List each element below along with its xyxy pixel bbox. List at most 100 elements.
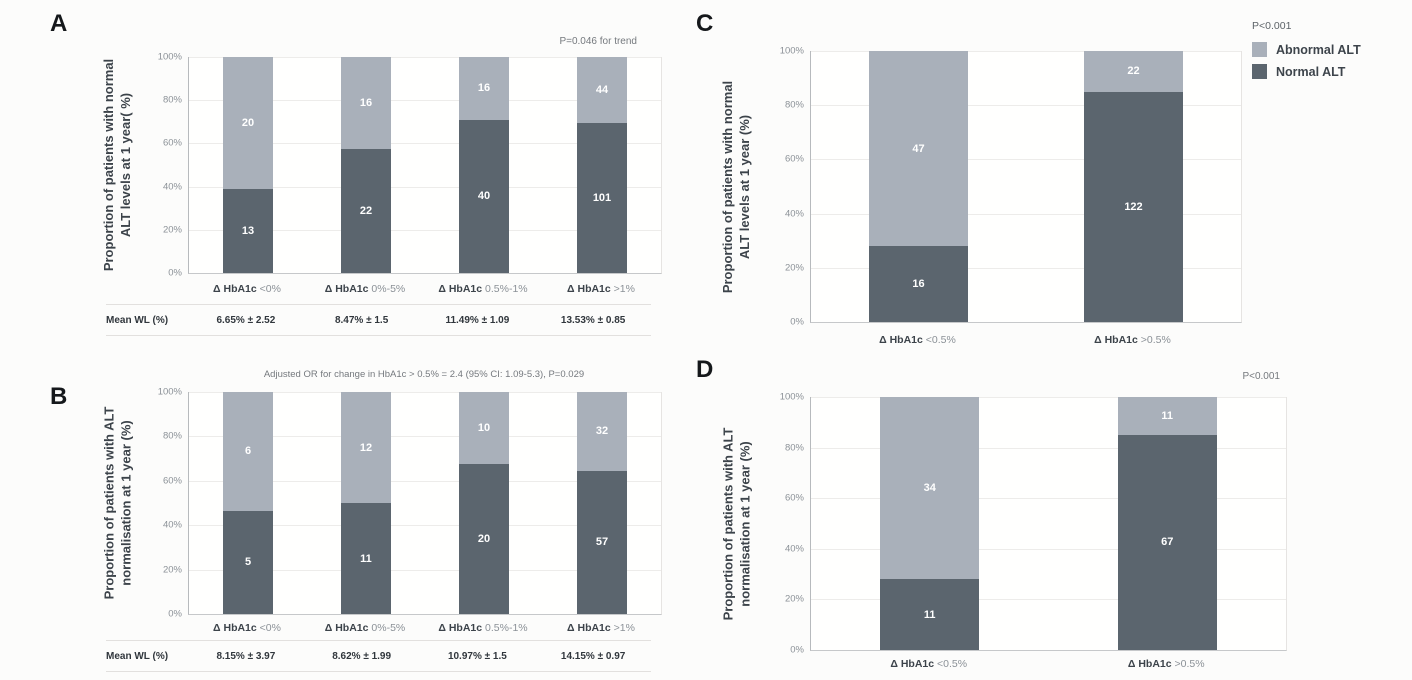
category-label: Δ HbA1c >1% xyxy=(567,622,635,634)
segment-value: 44 xyxy=(595,83,609,96)
panel-b-plot: 100% 80% 60% 40% 20% 0% 6 5 12 11 10 20 … xyxy=(158,387,662,620)
panel-a-ylabel-line2: ALT levels at 1 year( %) xyxy=(118,92,133,238)
normal-alt-segment: 20 xyxy=(459,464,509,614)
gridline xyxy=(811,213,1241,215)
gridline xyxy=(189,569,661,571)
category-label: Δ HbA1c 0%-5% xyxy=(324,622,406,634)
panel-b-ytick: 60% xyxy=(162,475,182,487)
abnormal-alt-segment: 16 xyxy=(459,57,509,120)
normal-alt-segment: 11 xyxy=(341,503,391,614)
panel-d-ylabel-line2: normalisation at 1 year (%) xyxy=(737,440,752,607)
gridline xyxy=(811,159,1241,161)
segment-value: 20 xyxy=(241,116,255,129)
segment-value: 11 xyxy=(1161,409,1174,422)
panel-d-bars: 34 11 11 67 xyxy=(811,397,1286,650)
normal-alt-segment: 122 xyxy=(1084,91,1183,322)
panel-b-ylabel-line1: Proportion of patients with ALT xyxy=(101,406,116,600)
gridline xyxy=(189,392,661,393)
panel-b-ytick: 100% xyxy=(157,386,182,398)
segment-value: 57 xyxy=(595,536,609,549)
normal-alt-segment: 22 xyxy=(341,148,391,273)
gridline xyxy=(811,397,1286,398)
stacked-bar: 16 40 xyxy=(459,57,509,273)
stacked-bar: 6 5 xyxy=(223,392,273,614)
normal-alt-segment: 67 xyxy=(1117,434,1217,650)
panel-d-plot: 100% 80% 60% 40% 20% 0% 34 11 11 67 xyxy=(780,392,1287,656)
stacked-bar: 20 13 xyxy=(223,57,273,273)
abnormal-alt-segment: 44 xyxy=(577,57,627,123)
panel-d-ytick: 40% xyxy=(784,543,804,555)
gridline xyxy=(811,51,1241,52)
mean-wl-value: 13.53% ± 0.85 xyxy=(560,314,626,326)
abnormal-alt-swatch xyxy=(1252,42,1267,57)
segment-value: 12 xyxy=(359,441,373,454)
gridline xyxy=(811,105,1241,107)
panel-b-bars: 6 5 12 11 10 20 32 57 xyxy=(189,392,661,614)
panel-a-ytick: 40% xyxy=(162,181,182,193)
panel-d-ytick: 100% xyxy=(779,391,804,403)
segment-value: 11 xyxy=(923,608,936,621)
mean-wl-value: 10.97% ± 1.5 xyxy=(447,650,507,662)
segment-value: 16 xyxy=(359,96,373,109)
panel-c-ytick: 20% xyxy=(784,262,804,274)
abnormal-alt-segment: 12 xyxy=(341,392,391,503)
segment-value: 47 xyxy=(912,142,925,155)
panel-b-letter: B xyxy=(50,383,68,410)
abnormal-alt-segment: 20 xyxy=(223,57,273,189)
panel-a-mean-row: Mean WL (%) 6.65% ± 2.52 8.47% ± 1.5 11.… xyxy=(106,304,651,336)
legend-label: Normal ALT xyxy=(1276,64,1346,79)
panel-b-xlabels: Δ HbA1c <0% Δ HbA1c 0%-5% Δ HbA1c 0.5%-1… xyxy=(188,622,660,634)
mean-wl-label: Mean WL (%) xyxy=(106,650,169,662)
mean-wl-value: 14.15% ± 0.97 xyxy=(560,650,626,662)
panel-a-xlabels: Δ HbA1c <0% Δ HbA1c 0%-5% Δ HbA1c 0.5%-1… xyxy=(188,283,660,295)
panel-d-ytick: 60% xyxy=(784,492,804,504)
panel-a-pvalue: P=0.046 for trend xyxy=(559,36,637,47)
gridline xyxy=(189,436,661,438)
panel-a-letter: A xyxy=(50,10,68,37)
mean-wl-label: Mean WL (%) xyxy=(106,314,169,326)
panel-c-ylabel-line1: Proportion of patients with normal xyxy=(720,80,735,293)
gridline xyxy=(811,447,1286,449)
segment-value: 11 xyxy=(360,552,372,565)
normal-alt-segment: 5 xyxy=(223,510,273,614)
segment-value: 34 xyxy=(923,482,936,495)
panel-c-letter: C xyxy=(696,10,714,37)
category-label: Δ HbA1c 0.5%-1% xyxy=(438,283,528,295)
abnormal-alt-segment: 32 xyxy=(577,392,627,471)
segment-value: 32 xyxy=(595,425,609,438)
gridline xyxy=(189,57,661,58)
panel-c-ylabel: Proportion of patients with normal ALT l… xyxy=(706,51,766,322)
segment-value: 16 xyxy=(477,82,491,95)
mean-wl-value: 8.62% ± 1.99 xyxy=(332,650,392,662)
segment-value: 13 xyxy=(241,224,255,237)
normal-alt-segment: 40 xyxy=(459,119,509,273)
panel-c-plot: 100% 80% 60% 40% 20% 0% 47 16 22 122 xyxy=(780,46,1242,328)
panel-a-ytick: 20% xyxy=(162,224,182,236)
panel-d-pvalue: P<0.001 xyxy=(1242,371,1280,382)
panel-a-ytick: 80% xyxy=(162,94,182,106)
normal-alt-segment: 16 xyxy=(869,246,968,322)
panel-b-ytick: 0% xyxy=(168,608,182,620)
stacked-bar: 22 122 xyxy=(1084,51,1183,322)
panel-d-ylabel-line1: Proportion of patients with ALT xyxy=(720,427,735,620)
gridline xyxy=(811,498,1286,500)
segment-value: 22 xyxy=(1127,65,1140,78)
panel-b-ytick: 20% xyxy=(162,564,182,576)
segment-value: 10 xyxy=(477,422,491,435)
panel-d-ytick: 20% xyxy=(784,593,804,605)
segment-value: 122 xyxy=(1124,200,1143,213)
gridline xyxy=(189,480,661,482)
panel-a-bars: 20 13 16 22 16 40 44 101 xyxy=(189,57,661,273)
abnormal-alt-segment: 34 xyxy=(880,397,980,580)
abnormal-alt-segment: 22 xyxy=(1084,51,1183,92)
normal-alt-segment: 57 xyxy=(577,470,627,614)
panel-c-ytick: 0% xyxy=(790,316,804,328)
mean-wl-value: 8.47% ± 1.5 xyxy=(334,314,389,326)
panel-b-ytick: 80% xyxy=(162,430,182,442)
panel-a-ylabel: Proportion of patients with normal ALT l… xyxy=(88,57,146,273)
panel-c-ytick: 80% xyxy=(784,99,804,111)
panel-a-plot: 100% 80% 60% 40% 20% 0% 20 13 16 22 16 4… xyxy=(158,52,662,279)
panel-d-letter: D xyxy=(696,356,714,383)
panel-b-ylabel-line2: normalisation at 1 year (%) xyxy=(118,420,133,586)
